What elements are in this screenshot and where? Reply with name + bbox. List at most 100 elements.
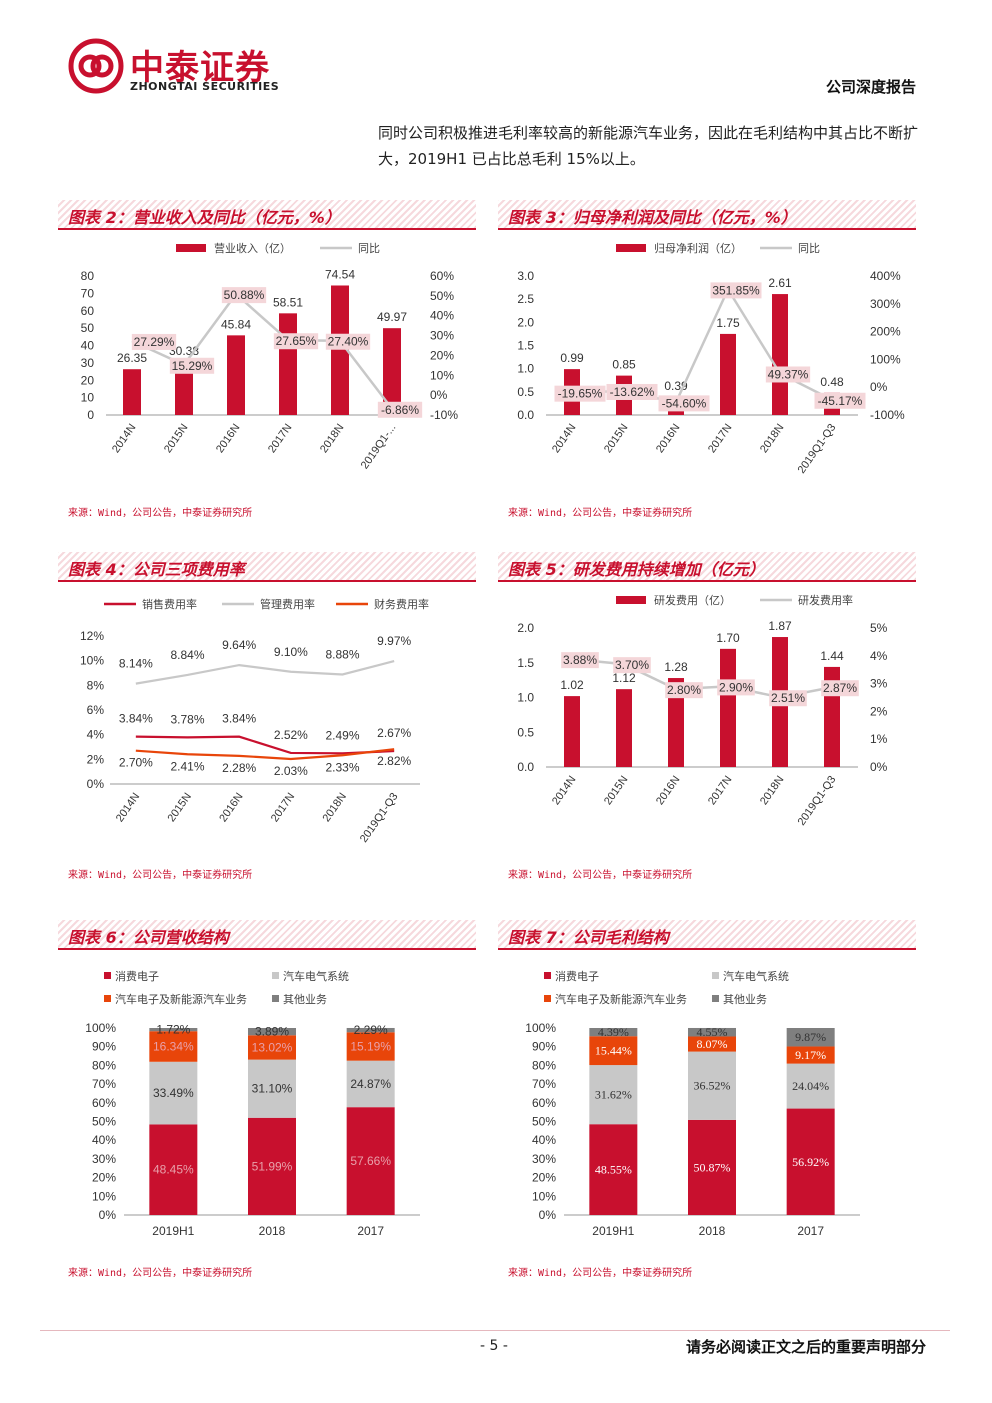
x-tick-label: 2018N [318, 422, 346, 455]
company-logo: 中泰证券 ZHONGTAI SECURITIES [68, 38, 308, 98]
legend-label: 管理费用率 [260, 597, 315, 611]
stacked-bar-segment [248, 1028, 296, 1036]
data-label-bg [325, 333, 371, 350]
data-label: 9.10% [274, 645, 308, 659]
data-label: 2.67% [377, 726, 411, 740]
x-tick-label: 2015N [602, 774, 630, 807]
y-tick-label: 100% [85, 1021, 116, 1035]
bar-value-label: 1.02 [560, 678, 584, 692]
bar [616, 689, 632, 767]
bar-value-label: 1.28 [664, 660, 688, 674]
y-tick-label: 0.0 [517, 760, 534, 774]
data-label-bg [554, 385, 606, 402]
y-tick-label: 60% [92, 1096, 116, 1110]
data-label-bg [169, 357, 215, 374]
y-tick-label: 10% [80, 654, 104, 668]
x-tick-label: 2014N [114, 791, 142, 824]
segment-label: 31.10% [252, 1082, 293, 1096]
legend-label: 其他业务 [283, 993, 327, 1006]
y-tick-label: 0 [87, 408, 94, 422]
y-tick-label: 0% [87, 777, 105, 791]
chart-title-rule [58, 948, 476, 950]
data-label-bg [221, 287, 267, 304]
report-type: 公司深度报告 [825, 78, 916, 96]
stacked-bar-segment [589, 1036, 638, 1066]
data-label: -19.65% [558, 387, 603, 401]
x-tick-label: 2017N [266, 422, 294, 455]
y2-tick-label: 100% [870, 352, 901, 366]
chart-source: 来源：Wind，公司公告，中泰证券研究所 [508, 508, 693, 519]
stacked-bar-segment [248, 1117, 296, 1215]
y2-tick-label: 4% [870, 649, 888, 663]
bar-value-label: 74.54 [325, 267, 355, 281]
x-tick-label: 2019Q1-Q3 [358, 791, 401, 845]
x-tick-label: 2014N [110, 422, 138, 455]
chart-card-c5: 图表 5：研发费用持续增加（亿元） 来源：Wind，公司公告，中泰证券研究所 研发费… [498, 552, 916, 892]
chart-title-rule [498, 580, 916, 582]
stacked-bar-segment [346, 1107, 395, 1215]
y-tick-label: 20% [532, 1171, 556, 1185]
data-label-bg [377, 401, 423, 418]
y2-tick-label: 0% [430, 388, 448, 402]
segment-label: 9.17% [795, 1048, 826, 1062]
y-tick-label: 40 [81, 339, 95, 353]
data-label: 2.90% [719, 680, 753, 694]
y-tick-label: 0.5 [517, 725, 534, 739]
y-tick-label: 2.0 [517, 315, 534, 329]
legend-swatch [544, 972, 551, 979]
data-label: 2.33% [325, 760, 359, 774]
segment-label: 8.07% [697, 1037, 728, 1051]
bar [331, 285, 349, 415]
bar-value-label: 0.99 [560, 351, 584, 365]
x-tick-label: 2018N [321, 791, 349, 824]
data-label: 27.65% [276, 334, 317, 348]
y-tick-label: 1.5 [517, 339, 534, 353]
legend-label: 汽车电子及新能源汽车业务 [555, 992, 687, 1006]
x-tick-label: 2016N [217, 791, 245, 824]
bar-value-label: 1.87 [768, 619, 792, 633]
footer-disclaimer: 请务必阅读正文之后的重要声明部分 [685, 1338, 926, 1356]
chart-card-c7: 图表 7：公司毛利结构 来源：Wind，公司公告，中泰证券研究所 消费电子 汽车电气系… [498, 920, 916, 1290]
y2-tick-label: 40% [430, 309, 454, 323]
legend-label: 销售费用率 [142, 597, 197, 611]
bar-value-label: 1.12 [612, 671, 636, 685]
y2-tick-label: 1% [870, 732, 888, 746]
chart-card-c6: 图表 6：公司营收结构 来源：Wind，公司公告，中泰证券研究所 消费电子 汽车电气系… [58, 920, 476, 1290]
y-tick-label: 0% [539, 1208, 557, 1222]
x-tick-label: 2019Q1-Q3 [796, 774, 839, 828]
data-label: 8.84% [170, 648, 204, 662]
legend-swatch [544, 995, 551, 1002]
segment-label: 13.02% [252, 1040, 293, 1054]
legend-swatch [712, 995, 719, 1002]
footer-divider [40, 1330, 950, 1331]
stacked-bar-segment [688, 1119, 736, 1215]
segment-label: 3.89% [255, 1025, 289, 1039]
chart-title: 图表 3：归母净利润及同比（亿元，%） [508, 208, 797, 227]
data-label: 9.64% [222, 638, 256, 652]
y-tick-label: 30% [532, 1152, 556, 1166]
bar [383, 328, 401, 415]
x-tick-label: 2019H1 [592, 1224, 634, 1238]
segment-label: 2.29% [354, 1023, 388, 1037]
data-label: 27.40% [328, 335, 369, 349]
y-tick-label: 20% [92, 1171, 116, 1185]
data-label-bg [658, 395, 710, 412]
bar-value-label: 45.84 [221, 317, 251, 331]
segment-label: 48.55% [595, 1163, 632, 1177]
bar-value-label: 0.48 [820, 375, 844, 389]
data-label: 2.49% [325, 728, 359, 742]
data-label: 8.14% [119, 657, 153, 671]
bar-value-label: 1.44 [820, 649, 844, 663]
segment-label: 24.04% [792, 1079, 829, 1093]
data-label: 351.85% [712, 283, 760, 297]
segment-label: 1.72% [156, 1023, 190, 1037]
y-tick-label: 4% [87, 728, 105, 742]
x-tick-label: 2019Q1-Q3 [796, 422, 839, 476]
y-tick-label: 6% [87, 703, 105, 717]
data-label-bg [613, 657, 651, 674]
y-tick-label: 12% [80, 629, 104, 643]
x-tick-label: 2018N [758, 774, 786, 807]
x-tick-label: 2016N [654, 774, 682, 807]
y-tick-label: 50% [92, 1115, 116, 1129]
